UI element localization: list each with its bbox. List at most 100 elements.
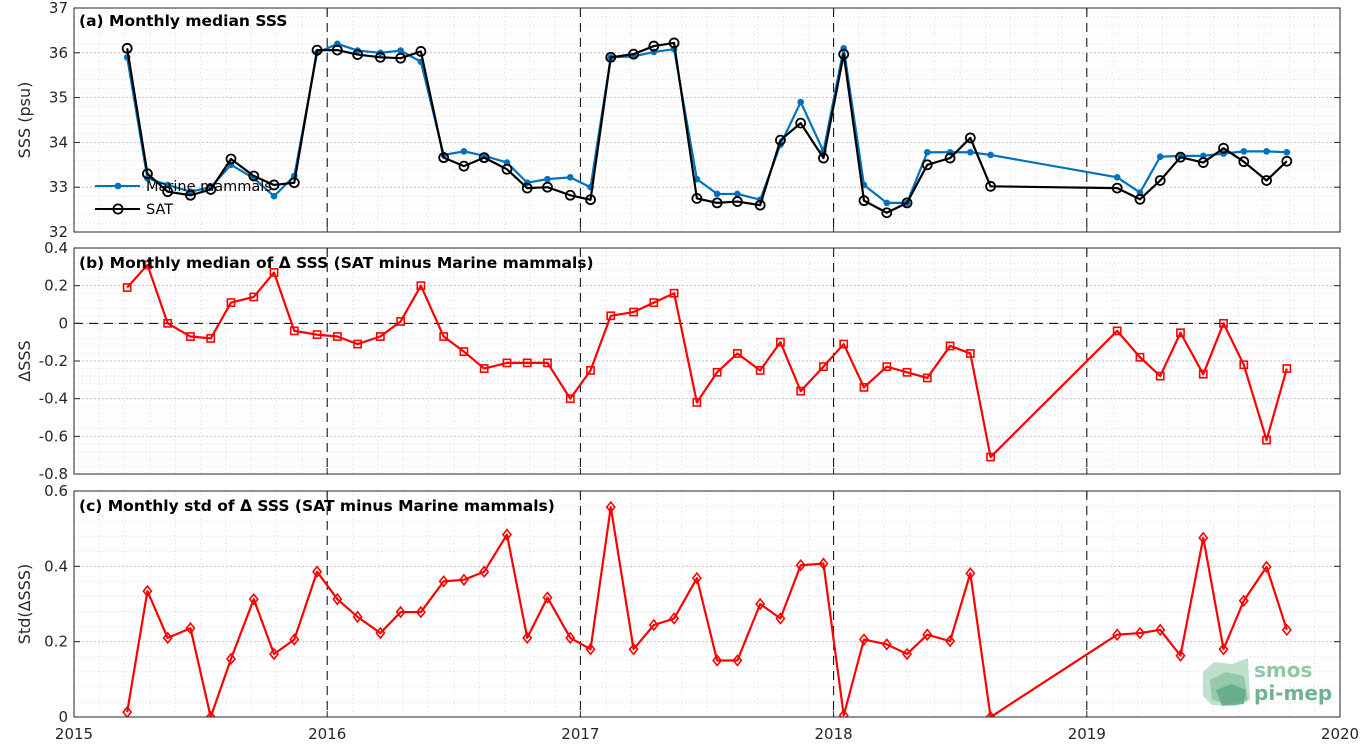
data-point [1112, 628, 1123, 641]
data-point [883, 199, 891, 207]
data-point [732, 654, 743, 667]
data-point [1135, 352, 1145, 362]
data-point [902, 367, 912, 377]
data-point [775, 612, 786, 625]
data-point [375, 332, 385, 341]
y-tick-label: 0.2 [44, 277, 68, 295]
data-point [1198, 531, 1209, 545]
x-tick-label: 2019 [1068, 725, 1106, 743]
data-point [459, 347, 469, 356]
data-point [1134, 626, 1145, 640]
data-point [332, 332, 342, 341]
logo-line2: pi-mep [1254, 681, 1332, 705]
data-point [668, 37, 680, 49]
data-point [755, 597, 766, 611]
data-point [1113, 174, 1121, 181]
x-tick-label: 2016 [308, 725, 346, 743]
data-point [416, 281, 426, 291]
data-point [1111, 182, 1123, 194]
data-point [438, 575, 449, 588]
data-point [605, 51, 617, 63]
data-point [1156, 153, 1164, 161]
data-point [331, 44, 343, 56]
y-tick-label: 36 [49, 44, 68, 62]
data-point [522, 631, 533, 645]
axes-frame [73, 490, 1341, 718]
data-point [1281, 155, 1293, 167]
data-point [143, 260, 152, 270]
y-tick-label: 32 [49, 223, 68, 241]
data-point [352, 49, 363, 60]
data-point [438, 152, 450, 164]
panel-c-title: (c) Monthly std of Δ SSS (SAT minus Mari… [79, 497, 555, 515]
y-tick-label: 0 [58, 708, 68, 726]
panel-b-title: (b) Monthly median of Δ SSS (SAT minus M… [79, 254, 594, 272]
data-point [921, 159, 933, 171]
data-point [755, 366, 765, 375]
panel-a-monthly-median-sss: 32 33 34 35 36 37 [49, 0, 1341, 241]
y-tick-label: -0.2 [39, 352, 68, 370]
data-point [797, 98, 804, 106]
data-point [1134, 193, 1146, 205]
data-point [964, 132, 976, 144]
data-point [734, 190, 741, 198]
x-tick-label: 2020 [1321, 725, 1359, 743]
data-point [268, 179, 280, 191]
x-tick-label: 2015 [55, 725, 93, 743]
data-point [352, 610, 363, 624]
data-point [648, 40, 660, 52]
smos-pi-mep-logo: smos pi-mep [1203, 658, 1332, 706]
data-point [289, 326, 299, 336]
data-point [1238, 156, 1250, 168]
data-point [269, 647, 280, 661]
data-point [142, 168, 153, 180]
data-point [775, 134, 786, 146]
y-tick-label: 0.4 [44, 239, 68, 257]
data-point [374, 51, 386, 63]
data-point [586, 366, 595, 375]
data-point [225, 153, 237, 165]
data-point [312, 330, 322, 340]
data-point [901, 197, 913, 209]
series-group [122, 500, 1292, 717]
data-point [479, 565, 490, 578]
data-point [566, 174, 574, 181]
data-point [1175, 151, 1186, 163]
data-point [713, 190, 721, 198]
data-point [1261, 175, 1272, 186]
axes-frame [73, 7, 1341, 233]
data-point [629, 307, 638, 317]
data-point [1175, 649, 1186, 662]
data-point [1218, 142, 1229, 154]
data-point [1219, 318, 1228, 328]
data-point [965, 349, 975, 358]
data-point [585, 194, 596, 206]
data-point [415, 46, 427, 57]
data-point [606, 311, 616, 321]
data-point [754, 199, 766, 211]
data-point [945, 341, 955, 351]
data-point [162, 631, 173, 645]
data-point [944, 152, 956, 164]
series-group [121, 37, 1293, 219]
y-tick-label: 33 [49, 178, 68, 196]
data-point [967, 148, 974, 156]
data-point [501, 528, 512, 541]
data-point [859, 382, 869, 392]
data-point [395, 52, 407, 64]
data-point [187, 188, 194, 195]
data-point [249, 292, 259, 302]
data-point [439, 332, 449, 341]
data-point [818, 557, 829, 570]
data-point [121, 42, 133, 54]
data-point [712, 367, 722, 377]
series-line [126, 41, 1288, 214]
panel-b-ylabel: ΔSSS [15, 340, 34, 381]
data-point [396, 317, 406, 326]
y-tick-label: 0.2 [44, 633, 68, 651]
data-point [522, 358, 532, 368]
data-point [353, 339, 362, 349]
data-point [818, 152, 829, 164]
data-point [858, 633, 870, 646]
data-point [186, 332, 195, 341]
